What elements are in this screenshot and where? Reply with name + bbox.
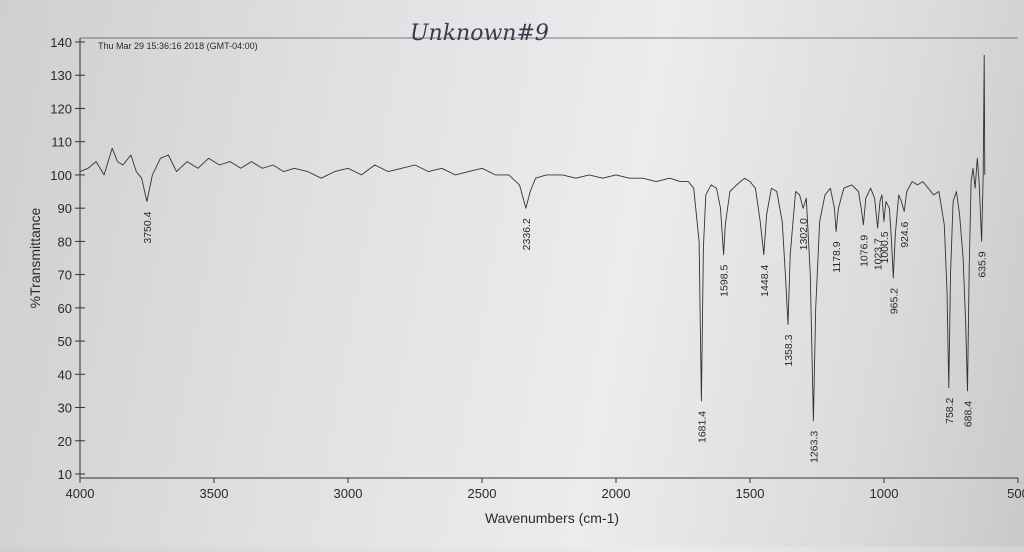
peak-label: 1358.3 [783,334,795,366]
peak-labels: 3750.4 2336.2 1681.4 1598.5 1448.4 1358.3 1302… [142,211,989,463]
x-tick-label: 1500 [736,486,765,501]
peak-label: 1681.4 [696,411,708,443]
y-tick-label: 80 [58,234,72,249]
x-axis-label: Wavenumbers (cm-1) [485,510,619,526]
peak-label: 758.2 [944,397,956,423]
y-tick-label: 140 [50,35,72,50]
peak-label: 1076.9 [858,235,870,267]
y-tick-label: 90 [58,201,72,216]
y-tick-label: 50 [58,334,72,349]
y-tick-label: 20 [58,434,72,449]
y-tick-label: 120 [50,101,72,116]
peak-label: 635.9 [977,251,989,277]
peak-label: 1178.9 [831,241,843,272]
y-tick-label: 30 [58,401,72,416]
x-tick-label: 2500 [468,486,497,501]
y-tick-label: 70 [58,268,72,283]
peak-label: 924.6 [899,221,911,247]
x-tick-label: 3500 [200,486,229,501]
y-tick-label: 110 [51,135,72,150]
peak-label: 1448.4 [759,265,771,297]
peak-label: 965.2 [888,288,900,314]
peak-label: 1000.5 [879,231,891,263]
peak-label: 1023.7 [873,238,885,270]
x-tick-label: 4000 [66,486,95,501]
x-tick-label: 2000 [602,486,631,501]
peak-label: 1598.5 [719,265,731,297]
peak-label: 1263.3 [808,431,820,463]
timestamp-text: Thu Mar 29 15:36:16 2018 (GMT-04:00) [98,41,258,51]
y-tick-label: 130 [50,68,72,83]
x-tick-label: 1000 [870,486,899,501]
y-tick-label: 40 [58,367,72,382]
peak-label: 688.4 [963,401,975,427]
peak-label: 1302.0 [798,218,810,250]
x-axis-ticks: 4000 3500 3000 2500 2000 1500 1000 500 [66,478,1024,501]
spectrum-line [79,54,986,422]
peak-label: 3750.4 [142,211,154,243]
y-axis-ticks: 10 20 30 40 50 60 70 80 90 100 110 120 130 140 [50,35,85,482]
x-tick-label: 500 [1007,486,1024,501]
spectrum-series [79,54,986,422]
peak-label: 2336.2 [521,218,533,250]
plot-frame [79,37,1018,479]
y-axis-label: %Transmittance [27,207,43,308]
y-tick-label: 100 [50,168,72,183]
handwritten-unknown-label: Unknown#9 [410,21,549,46]
y-tick-label: 10 [58,467,72,482]
y-tick-label: 60 [58,301,72,316]
x-tick-label: 3000 [334,486,363,501]
